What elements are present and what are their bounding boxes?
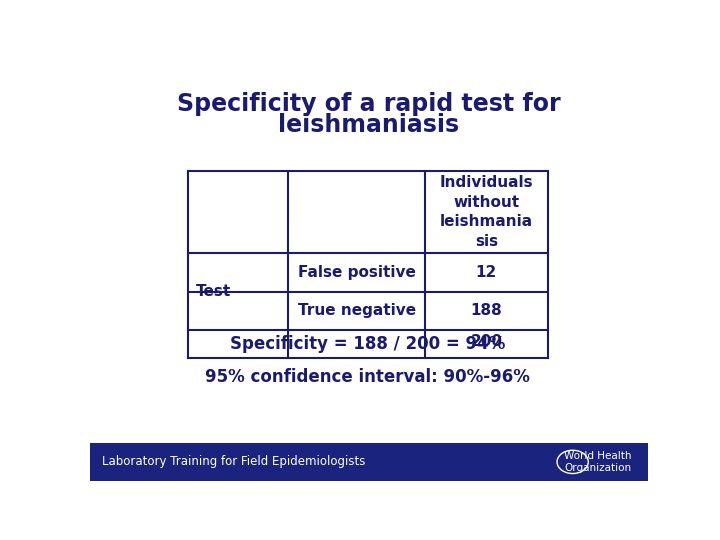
Text: Individuals
without
leishmania
sis: Individuals without leishmania sis: [440, 175, 534, 249]
Text: leishmaniasis: leishmaniasis: [279, 113, 459, 137]
Bar: [90, 443, 648, 481]
Text: 200: 200: [470, 334, 503, 349]
Text: Specificity = 188 / 200 = 94%: Specificity = 188 / 200 = 94%: [230, 335, 505, 353]
Text: True negative: True negative: [298, 303, 416, 318]
Text: Laboratory Training for Field Epidemiologists: Laboratory Training for Field Epidemiolo…: [102, 455, 366, 468]
Text: 188: 188: [470, 303, 503, 318]
Text: World Health
Organization: World Health Organization: [564, 451, 631, 472]
Text: Specificity of a rapid test for: Specificity of a rapid test for: [177, 92, 561, 116]
Text: Test: Test: [196, 284, 231, 299]
Text: False positive: False positive: [298, 265, 415, 280]
Text: 95% confidence interval: 90%-96%: 95% confidence interval: 90%-96%: [205, 368, 530, 386]
Text: 12: 12: [476, 265, 497, 280]
